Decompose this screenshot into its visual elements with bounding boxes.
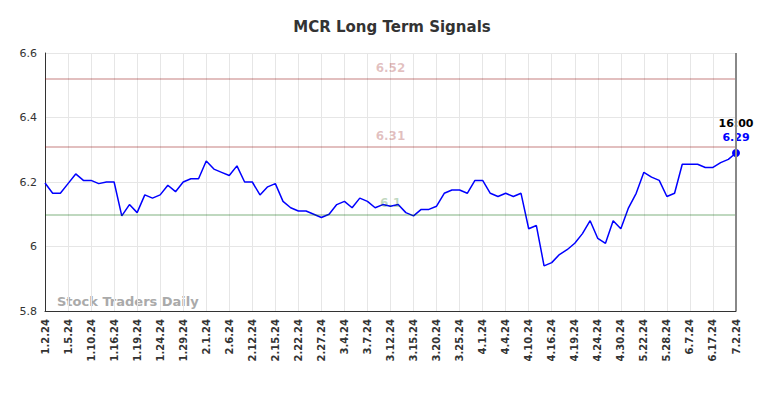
svg-text:5.28.24: 5.28.24: [661, 319, 672, 361]
svg-text:1.2.24: 1.2.24: [40, 319, 51, 354]
svg-text:4.24.24: 4.24.24: [592, 319, 603, 361]
svg-text:2.22.24: 2.22.24: [293, 319, 304, 361]
svg-text:6.4: 6.4: [20, 111, 38, 124]
svg-text:2.12.24: 2.12.24: [247, 319, 258, 361]
svg-text:3.7.24: 3.7.24: [362, 319, 373, 354]
svg-text:3.12.24: 3.12.24: [385, 319, 396, 361]
svg-text:3.20.24: 3.20.24: [431, 319, 442, 361]
svg-text:3.25.24: 3.25.24: [454, 319, 465, 361]
svg-text:1.16.24: 1.16.24: [109, 319, 120, 361]
svg-text:3.15.24: 3.15.24: [408, 319, 419, 361]
svg-text:5.22.24: 5.22.24: [638, 319, 649, 361]
svg-text:4.10.24: 4.10.24: [523, 319, 534, 361]
svg-text:4.16.24: 4.16.24: [546, 319, 557, 361]
svg-text:4.19.24: 4.19.24: [569, 319, 580, 361]
svg-text:1.19.24: 1.19.24: [132, 319, 143, 361]
svg-text:Stock Traders Daily: Stock Traders Daily: [57, 294, 199, 309]
svg-text:6.7.24: 6.7.24: [684, 319, 695, 354]
svg-text:6: 6: [30, 240, 37, 253]
svg-text:5.8: 5.8: [20, 305, 38, 318]
svg-text:6.1: 6.1: [380, 196, 401, 210]
svg-text:2.27.24: 2.27.24: [316, 319, 327, 361]
svg-text:1.29.24: 1.29.24: [178, 319, 189, 361]
svg-text:6.2: 6.2: [20, 176, 38, 189]
svg-text:4.1.24: 4.1.24: [477, 319, 488, 354]
svg-text:4.4.24: 4.4.24: [500, 319, 511, 354]
svg-text:3.4.24: 3.4.24: [339, 319, 350, 354]
svg-text:2.6.24: 2.6.24: [224, 319, 235, 354]
svg-text:2.15.24: 2.15.24: [270, 319, 281, 361]
svg-text:16:00: 16:00: [718, 117, 754, 131]
svg-text:1.10.24: 1.10.24: [86, 319, 97, 361]
svg-text:6.31: 6.31: [376, 129, 406, 143]
svg-text:1.24.24: 1.24.24: [155, 319, 166, 361]
svg-text:MCR Long Term Signals: MCR Long Term Signals: [293, 18, 490, 36]
svg-text:6.29: 6.29: [722, 131, 750, 145]
svg-text:6.17.24: 6.17.24: [707, 319, 718, 361]
svg-text:1.5.24: 1.5.24: [63, 319, 74, 354]
svg-text:2.1.24: 2.1.24: [201, 319, 212, 354]
svg-text:4.30.24: 4.30.24: [615, 319, 626, 361]
svg-text:6.6: 6.6: [20, 47, 38, 60]
svg-text:6.52: 6.52: [376, 61, 406, 75]
svg-text:7.2.24: 7.2.24: [731, 319, 742, 354]
